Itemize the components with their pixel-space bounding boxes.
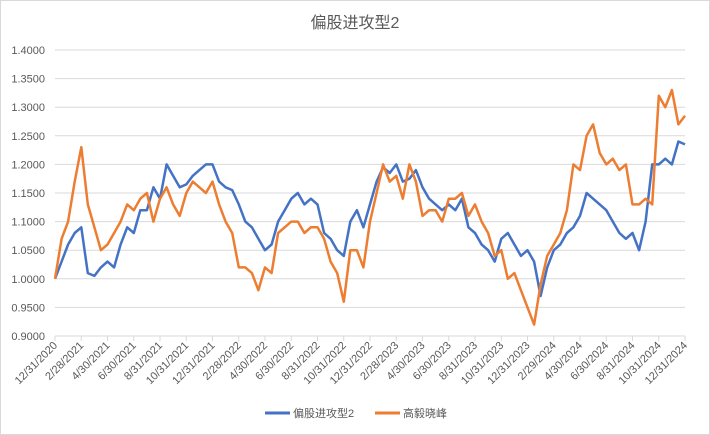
y-tick-label: 1.3000 [11, 102, 45, 114]
legend: 偏股进攻型2 高毅晓峰 [265, 406, 447, 420]
y-axis-ticks: 0.9000 0.9500 1.0000 1.0500 1.1000 1.1500 1.20… [11, 45, 45, 343]
y-tick-label: 1.2500 [11, 131, 45, 143]
y-tick-label: 1.1000 [11, 217, 45, 229]
series-lines [53, 88, 686, 326]
y-tick-label: 1.0000 [11, 274, 45, 286]
y-tick-label: 0.9500 [11, 302, 45, 314]
y-tick-label: 0.9000 [11, 331, 45, 343]
y-tick-label: 1.2000 [11, 159, 45, 171]
legend-label-series-1: 偏股进攻型2 [293, 406, 354, 420]
legend-label-series-2: 高毅晓峰 [403, 406, 447, 420]
y-tick-label: 1.3500 [11, 74, 45, 86]
chart-title: 偏股进攻型2 [311, 14, 400, 32]
y-tick-label: 1.4000 [11, 45, 45, 57]
y-tick-label: 1.0500 [11, 245, 45, 257]
y-tick-label: 1.1500 [11, 188, 45, 200]
series-line-2 [53, 88, 686, 326]
